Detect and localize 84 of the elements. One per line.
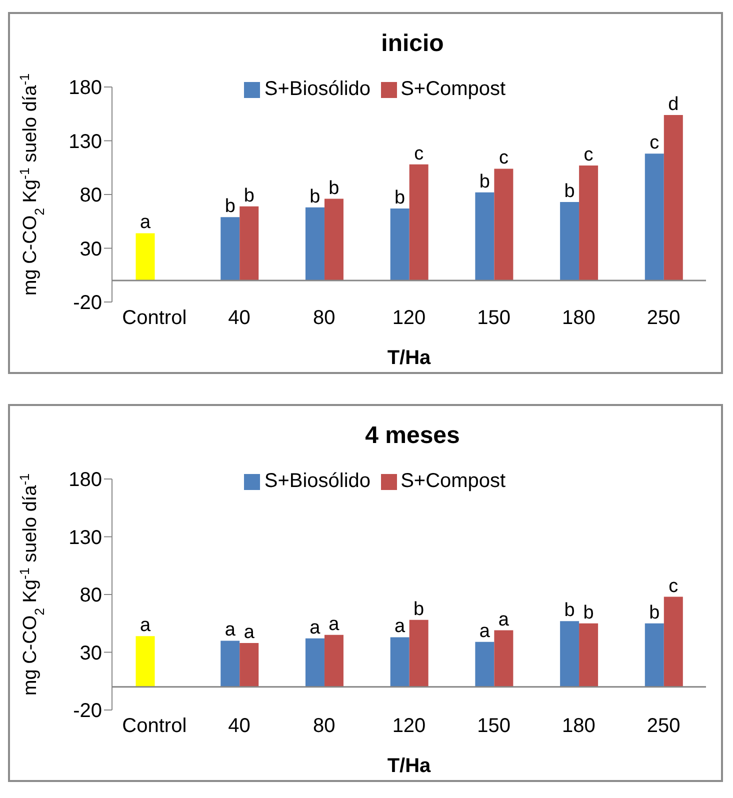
data-label: b xyxy=(649,602,660,624)
bar xyxy=(475,642,494,687)
bar xyxy=(579,165,598,280)
bar xyxy=(305,207,324,280)
bar xyxy=(305,638,324,687)
y-tick-label: 130 xyxy=(68,130,102,153)
bar xyxy=(220,640,240,687)
data-label: a xyxy=(140,615,151,636)
x-tick-label: 80 xyxy=(313,307,336,330)
y-tick-label: -20 xyxy=(73,292,102,314)
x-tick-label: 180 xyxy=(562,307,596,330)
data-label: b xyxy=(328,178,340,199)
bar xyxy=(644,623,664,687)
data-label: a xyxy=(394,616,406,638)
x-tick-label: 150 xyxy=(477,715,511,738)
bar xyxy=(240,643,259,687)
x-tick-label: 180 xyxy=(562,715,596,738)
y-tick-label: 180 xyxy=(68,77,102,100)
y-tick-label: 30 xyxy=(80,642,102,664)
x-tick-label: 80 xyxy=(313,715,336,738)
x-axis-title: T/Ha xyxy=(387,347,432,369)
x-tick-label: 250 xyxy=(646,715,680,738)
x-tick-label: 40 xyxy=(228,307,250,330)
y-tick-label: 80 xyxy=(80,584,102,607)
bar xyxy=(136,636,155,687)
data-label: a xyxy=(224,620,236,641)
data-label: b xyxy=(224,196,236,218)
x-tick-label: Control xyxy=(122,715,187,738)
bar xyxy=(494,168,514,280)
data-label: d xyxy=(668,94,679,115)
bar xyxy=(560,621,580,687)
bar xyxy=(664,114,683,280)
bar xyxy=(409,164,428,280)
data-label: a xyxy=(479,620,490,642)
bar xyxy=(220,217,240,280)
legend-label: S+Compost xyxy=(400,470,506,492)
data-label: b xyxy=(310,186,320,208)
data-label: a xyxy=(310,617,321,638)
x-tick-label: 40 xyxy=(228,715,250,738)
data-label: b xyxy=(583,602,594,624)
bar xyxy=(240,206,259,280)
legend-label: S+Compost xyxy=(400,78,506,100)
bar xyxy=(390,637,410,687)
bar xyxy=(390,208,410,280)
data-label: c xyxy=(414,143,424,164)
chart-title: 4 meses xyxy=(364,422,461,450)
data-label: a xyxy=(244,622,255,644)
bar xyxy=(136,233,155,280)
bar xyxy=(579,623,598,687)
data-label: b xyxy=(564,600,575,622)
data-label: b xyxy=(394,187,406,208)
data-label: b xyxy=(414,598,424,620)
y-tick-label: 80 xyxy=(80,184,102,207)
legend-label: S+Biosólido xyxy=(264,78,371,100)
y-tick-label: 180 xyxy=(68,469,102,492)
data-label: a xyxy=(328,614,340,635)
data-label: c xyxy=(668,576,678,597)
chart-title: inicio xyxy=(380,30,445,58)
x-tick-label: 120 xyxy=(392,307,426,330)
bar xyxy=(664,596,683,687)
bar xyxy=(324,198,344,280)
x-tick-label: 250 xyxy=(646,307,680,330)
bar xyxy=(560,202,580,280)
data-label: a xyxy=(140,212,151,234)
y-tick-label: 30 xyxy=(80,238,102,260)
x-tick-label: 150 xyxy=(477,307,511,330)
y-tick-label: -20 xyxy=(73,700,102,722)
data-label: c xyxy=(498,148,508,169)
data-label: b xyxy=(479,171,490,192)
x-tick-label: Control xyxy=(122,307,187,330)
bar xyxy=(324,634,344,687)
x-axis-title: T/Ha xyxy=(387,755,432,777)
data-label: a xyxy=(498,609,510,630)
data-label: b xyxy=(244,185,254,206)
y-tick-label: 130 xyxy=(68,526,102,549)
bar xyxy=(494,630,514,687)
legend-label: S+Biosólido xyxy=(264,470,371,492)
data-label: c xyxy=(650,132,660,154)
bar xyxy=(475,192,494,280)
x-tick-label: 120 xyxy=(392,715,426,738)
bar xyxy=(409,620,428,687)
data-label: c xyxy=(584,144,594,166)
data-label: b xyxy=(564,181,575,202)
bar xyxy=(644,154,664,280)
